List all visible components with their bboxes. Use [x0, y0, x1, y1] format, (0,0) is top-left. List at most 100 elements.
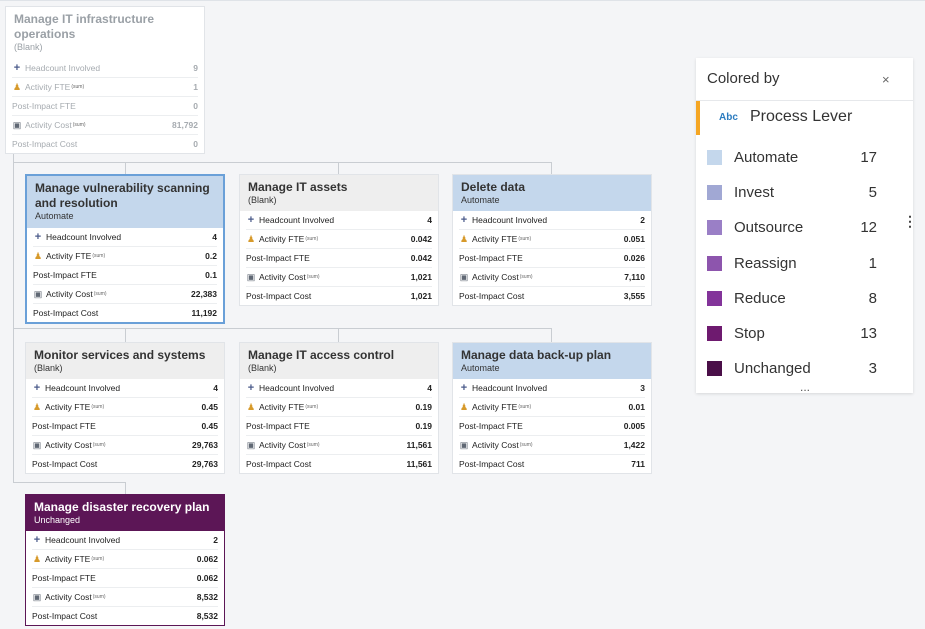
- metric-sum-tag: (sum): [71, 84, 85, 90]
- bank-icon: ▣: [32, 592, 42, 602]
- metric-row: Post-Impact Cost 0: [12, 135, 198, 153]
- process-card-disaster-recovery[interactable]: Manage disaster recovery plan Unchanged …: [25, 494, 225, 626]
- card-title: Manage data back-up plan: [461, 348, 612, 362]
- metric-label: Post-Impact Cost: [246, 459, 312, 469]
- metric-row: Post-Impact FTE 0.026: [459, 249, 645, 268]
- legend-item-label: Reduce: [734, 289, 786, 307]
- top-border: [0, 0, 925, 1]
- metric-label: Headcount Involved: [472, 215, 548, 225]
- card-subtitle: Automate: [35, 211, 74, 221]
- metric-sum-tag: (sum): [518, 236, 532, 242]
- legend-item-invest[interactable]: Invest 5: [707, 182, 877, 202]
- bank-icon: ▣: [33, 289, 43, 299]
- metric-value: 0.042: [410, 253, 432, 263]
- metric-value: 11,192: [191, 308, 217, 318]
- legend-item-reassign[interactable]: Reassign 1: [707, 253, 877, 273]
- metric-label: Post-Impact Cost: [246, 291, 312, 301]
- process-card-data-backup-plan[interactable]: Manage data back-up plan Automate + Headc…: [452, 342, 652, 474]
- metric-value: 0.19: [415, 421, 432, 431]
- metric-value: 81,792: [172, 120, 198, 130]
- metric-value: 1,021: [410, 291, 432, 301]
- metric-row: ♟ Activity FTE (sum) 0.19: [246, 398, 432, 417]
- process-card-it-access-control[interactable]: Manage IT access control (Blank) + Headco…: [239, 342, 439, 474]
- metric-label: Post-Impact Cost: [32, 611, 98, 621]
- metric-label: Post-Impact Cost: [32, 459, 98, 469]
- metric-value: 3,555: [623, 291, 645, 301]
- metric-label: Activity FTE: [46, 251, 92, 261]
- legend-item-unchanged[interactable]: Unchanged 3: [707, 358, 877, 378]
- legend-item-label: Invest: [734, 183, 775, 201]
- metric-sum-tag: (sum): [92, 253, 106, 259]
- metric-label: Activity Cost: [45, 440, 92, 450]
- metric-value: 711: [631, 459, 645, 469]
- metric-sum-tag: (sum): [72, 122, 86, 128]
- legend-item-outsource[interactable]: Outsource 12: [707, 217, 877, 237]
- metric-label: Activity FTE: [472, 234, 518, 244]
- tree-connector: [338, 328, 339, 342]
- plus-icon: +: [460, 382, 468, 394]
- metric-row: Post-Impact FTE 0.1: [33, 266, 217, 285]
- metric-row: ▣ Activity Cost (sum) 29,763: [32, 436, 218, 455]
- metric-row: Post-Impact Cost 29,763: [32, 455, 218, 473]
- plus-icon: +: [33, 382, 41, 394]
- metric-row: ▣ Activity Cost (sum) 8,532: [32, 588, 218, 607]
- metric-value: 4: [427, 383, 432, 393]
- metric-value: 0.19: [415, 402, 432, 412]
- metric-label: Activity Cost: [45, 592, 92, 602]
- more-options-icon[interactable]: ⋮: [903, 213, 917, 229]
- metric-row: Post-Impact FTE 0: [12, 97, 198, 116]
- metric-row: ▣ Activity Cost (sum) 22,383: [33, 285, 217, 304]
- close-icon[interactable]: ×: [882, 72, 890, 87]
- process-card-it-assets[interactable]: Manage IT assets (Blank) + Headcount Invo…: [239, 174, 439, 306]
- metric-row: + Headcount Involved 2: [32, 531, 218, 550]
- tree-connector: [13, 150, 14, 483]
- metric-row: Post-Impact FTE 0.19: [246, 417, 432, 436]
- metric-label: Post-Impact Cost: [12, 139, 78, 149]
- metric-label: Headcount Involved: [46, 232, 122, 242]
- legend-item-automate[interactable]: Automate 17: [707, 147, 877, 167]
- metric-row: + Headcount Involved 4: [246, 211, 432, 230]
- metric-label: Activity Cost: [259, 440, 306, 450]
- metric-value: 29,763: [192, 440, 218, 450]
- card-header: Manage data back-up plan Automate: [453, 343, 651, 379]
- metric-value: 3: [640, 383, 645, 393]
- metric-row: Post-Impact Cost 8,532: [32, 607, 218, 625]
- metric-label: Headcount Involved: [259, 215, 335, 225]
- person-icon: ♟: [32, 554, 42, 564]
- card-metrics: + Headcount Involved 2 ♟ Activity FTE (sum) 0…: [26, 531, 224, 625]
- tree-connector: [551, 328, 552, 342]
- metric-row: + Headcount Involved 2: [459, 211, 645, 230]
- legend-field-selector[interactable]: Abc Process Lever: [696, 101, 913, 135]
- process-card-root[interactable]: Manage IT infrastructure operations (Bla…: [5, 6, 205, 154]
- person-icon: ♟: [459, 402, 469, 412]
- metric-value: 0.051: [623, 234, 645, 244]
- process-card-vulnerability-scanning[interactable]: Manage vulnerability scanning and resolu…: [25, 174, 225, 324]
- card-metrics: + Headcount Involved 3 ♟ Activity FTE (sum) 0…: [453, 379, 651, 473]
- bank-icon: ▣: [459, 440, 469, 450]
- metric-value: 22,383: [191, 289, 217, 299]
- card-header: Manage IT assets (Blank): [240, 175, 438, 211]
- card-title: Manage IT assets: [248, 180, 348, 194]
- legend-item-reduce[interactable]: Reduce 8: [707, 288, 877, 308]
- metric-sum-tag: (sum): [91, 556, 105, 562]
- metric-row: ♟ Activity FTE (sum) 0.051: [459, 230, 645, 249]
- tree-connector: [338, 162, 339, 174]
- legend-item-stop[interactable]: Stop 13: [707, 323, 877, 343]
- metric-row: Post-Impact Cost 3,555: [459, 287, 645, 305]
- metric-row: + Headcount Involved 4: [32, 379, 218, 398]
- metric-label: Headcount Involved: [45, 383, 121, 393]
- legend-more-indicator[interactable]: ...: [800, 380, 811, 394]
- color-swatch: [707, 149, 722, 165]
- metric-sum-tag: (sum): [305, 404, 319, 410]
- metric-value: 7,110: [624, 272, 645, 282]
- person-icon: ♟: [32, 402, 42, 412]
- color-swatch: [707, 360, 722, 376]
- process-card-delete-data[interactable]: Delete data Automate + Headcount Involved…: [452, 174, 652, 306]
- metric-label: Post-Impact FTE: [246, 253, 310, 263]
- bank-icon: ▣: [12, 120, 22, 130]
- process-card-monitor-services[interactable]: Monitor services and systems (Blank) + He…: [25, 342, 225, 474]
- metric-label: Activity Cost: [472, 440, 519, 450]
- metric-row: Post-Impact FTE 0.005: [459, 417, 645, 436]
- metric-label: Post-Impact FTE: [33, 270, 97, 280]
- text-type-icon: Abc: [719, 112, 738, 123]
